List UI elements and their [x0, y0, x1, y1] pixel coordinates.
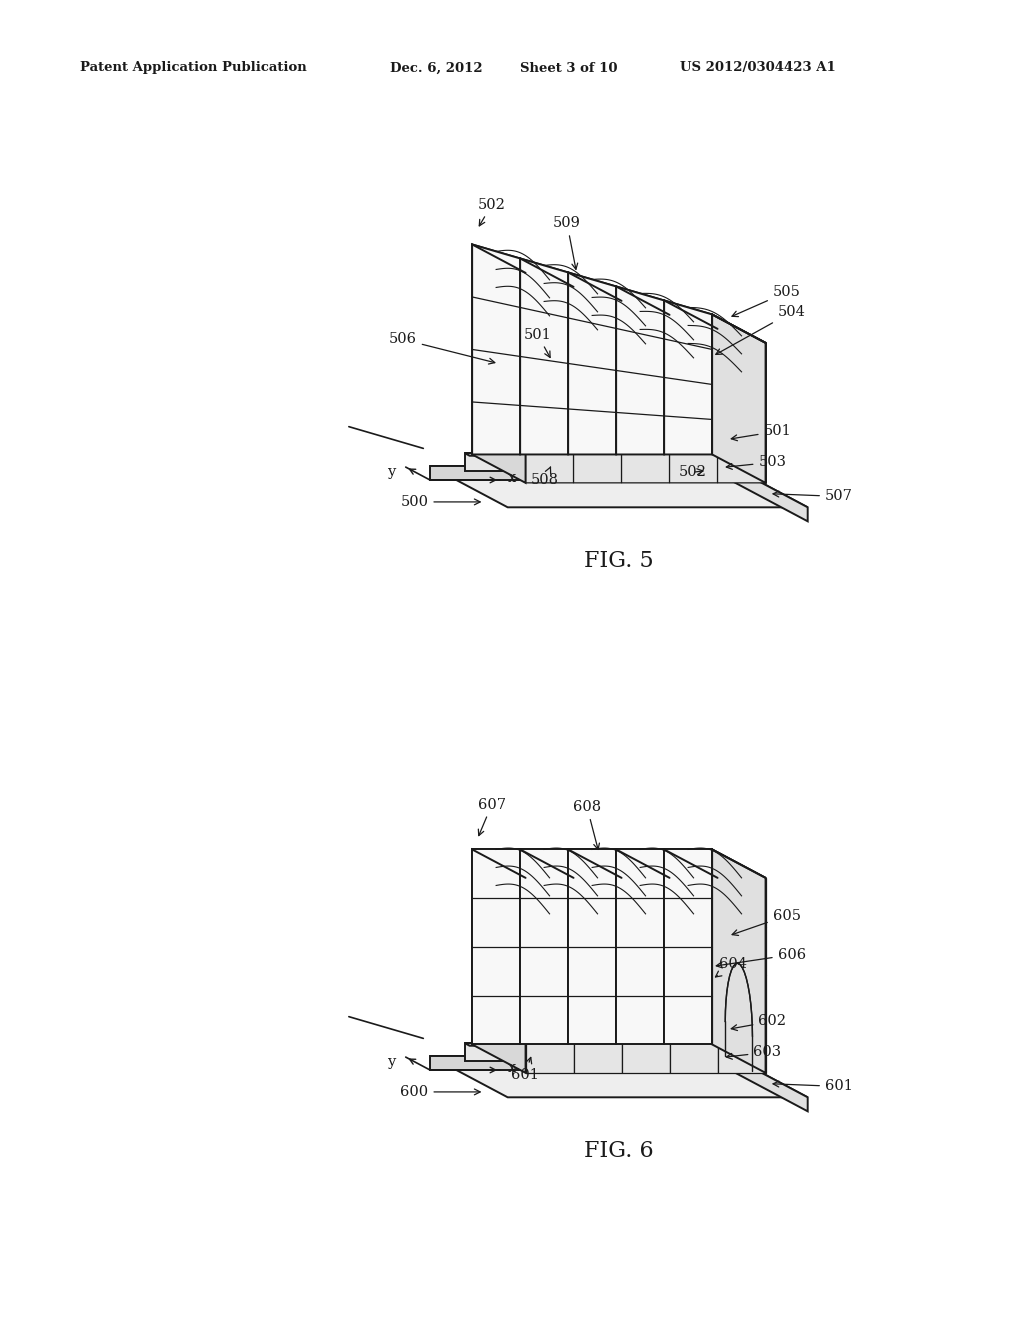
Text: 604: 604 [716, 957, 746, 977]
Text: US 2012/0304423 A1: US 2012/0304423 A1 [680, 62, 836, 74]
Text: 602: 602 [731, 1014, 786, 1031]
Polygon shape [616, 286, 665, 454]
Text: FIG. 5: FIG. 5 [584, 549, 653, 572]
Polygon shape [430, 466, 730, 480]
Polygon shape [472, 850, 573, 878]
Text: x: x [508, 1061, 516, 1074]
Polygon shape [712, 314, 766, 483]
Polygon shape [568, 850, 670, 878]
Polygon shape [568, 850, 616, 1044]
Polygon shape [718, 878, 766, 1073]
Text: 501: 501 [731, 424, 792, 441]
Polygon shape [616, 850, 665, 1044]
Polygon shape [616, 850, 718, 878]
Polygon shape [670, 315, 718, 483]
Polygon shape [573, 878, 622, 1073]
Polygon shape [430, 1056, 730, 1071]
Polygon shape [430, 466, 808, 507]
Text: FIG. 6: FIG. 6 [584, 1139, 653, 1162]
Text: 509: 509 [553, 216, 581, 269]
Polygon shape [472, 850, 520, 1044]
Polygon shape [472, 850, 525, 1073]
Polygon shape [730, 466, 808, 521]
Polygon shape [622, 878, 670, 1073]
Polygon shape [622, 301, 670, 483]
Text: 500: 500 [400, 495, 480, 510]
Polygon shape [716, 444, 736, 473]
Polygon shape [520, 850, 622, 878]
Text: Dec. 6, 2012: Dec. 6, 2012 [390, 62, 482, 74]
Polygon shape [430, 1056, 808, 1097]
Polygon shape [665, 301, 766, 343]
Text: 502: 502 [478, 198, 506, 226]
Text: 600: 600 [400, 1085, 480, 1100]
Polygon shape [465, 1043, 715, 1061]
Polygon shape [716, 1034, 736, 1061]
Polygon shape [568, 272, 616, 454]
Polygon shape [665, 850, 766, 878]
Polygon shape [670, 878, 718, 1073]
Polygon shape [472, 244, 573, 286]
Text: 601: 601 [773, 1080, 853, 1093]
Text: 507: 507 [773, 490, 853, 503]
Polygon shape [665, 301, 712, 454]
Text: x: x [508, 471, 516, 484]
Polygon shape [568, 272, 670, 315]
Text: 508: 508 [530, 467, 559, 487]
Text: 504: 504 [716, 305, 806, 355]
Text: 601: 601 [511, 1057, 539, 1081]
Text: 608: 608 [573, 800, 601, 850]
Text: Sheet 3 of 10: Sheet 3 of 10 [520, 62, 617, 74]
Polygon shape [616, 286, 718, 329]
Polygon shape [520, 850, 568, 1044]
Polygon shape [709, 432, 744, 444]
Text: 501: 501 [523, 327, 552, 358]
Polygon shape [520, 259, 568, 454]
Polygon shape [472, 244, 525, 483]
Text: 606: 606 [716, 948, 806, 968]
Polygon shape [472, 244, 520, 454]
Polygon shape [465, 1043, 720, 1045]
Text: 506: 506 [389, 333, 495, 364]
Polygon shape [465, 453, 715, 471]
Polygon shape [525, 878, 573, 1073]
Polygon shape [718, 329, 766, 483]
Text: 605: 605 [732, 908, 801, 936]
Text: Patent Application Publication: Patent Application Publication [80, 62, 307, 74]
Polygon shape [709, 1022, 744, 1034]
Polygon shape [665, 850, 712, 1044]
Text: 502: 502 [679, 465, 707, 479]
Text: y: y [387, 1055, 395, 1069]
Text: 603: 603 [726, 1045, 781, 1059]
Polygon shape [520, 259, 622, 301]
Text: y: y [387, 465, 395, 479]
Text: 505: 505 [732, 285, 801, 317]
Text: 503: 503 [726, 455, 786, 470]
Polygon shape [465, 453, 720, 455]
Polygon shape [525, 273, 573, 483]
Text: 607: 607 [478, 797, 506, 836]
Polygon shape [712, 850, 766, 1073]
Polygon shape [730, 1056, 808, 1111]
Polygon shape [573, 286, 622, 483]
